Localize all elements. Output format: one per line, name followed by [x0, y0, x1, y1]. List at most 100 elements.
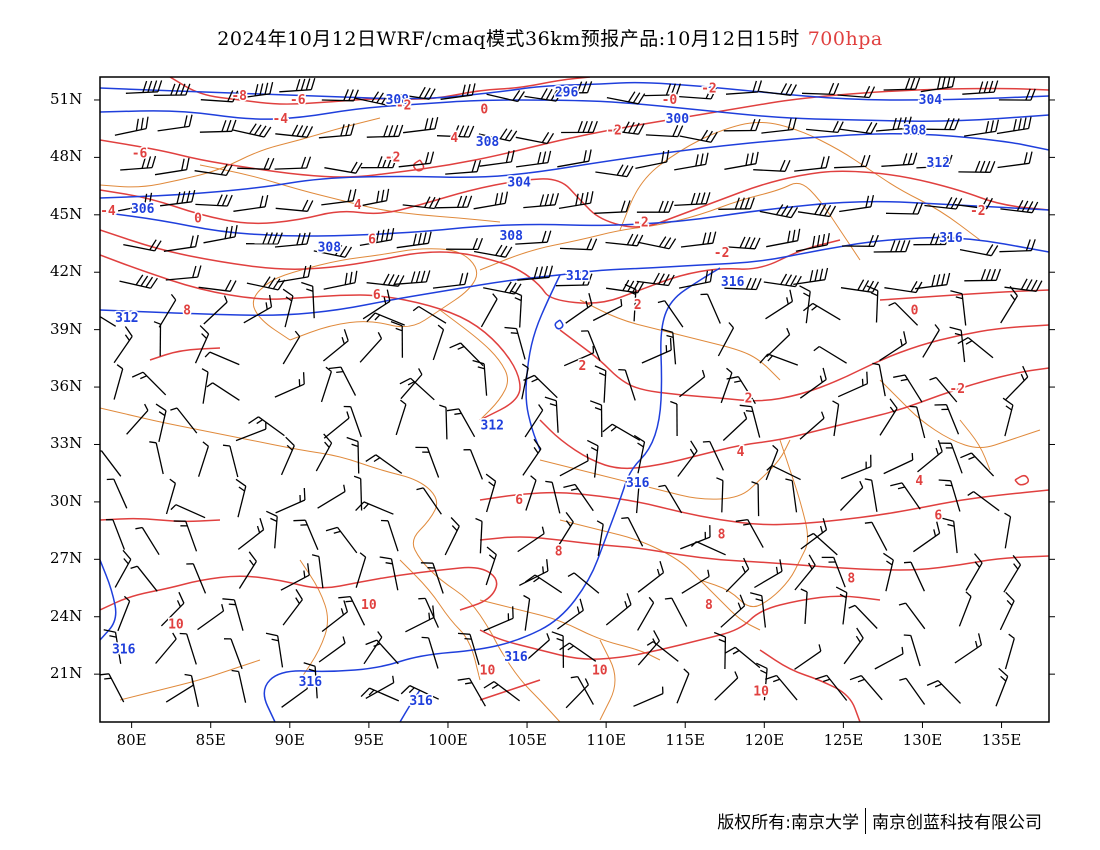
wind-barb-flag [192, 265, 197, 278]
wind-barb-flag [586, 453, 589, 461]
wind-barb-staff [233, 599, 244, 631]
wind-barb-flag [968, 456, 976, 460]
wind-barb-staff [521, 367, 529, 400]
wind-barb-staff [964, 279, 997, 282]
copyright-text: 版权所有:南京大学 [717, 813, 859, 833]
wind-barb-staff [759, 90, 791, 96]
wind-barb-flag [500, 245, 508, 257]
wind-barb-flag [941, 273, 946, 286]
wind-barb-flag [728, 322, 734, 329]
wind-barb-flag [646, 641, 654, 646]
wind-barb-flag [556, 637, 564, 642]
wind-barb-flag [945, 484, 953, 487]
wind-barb-flag [624, 283, 637, 290]
wind-barb-flag [862, 280, 870, 292]
wind-barb-flag [814, 269, 819, 282]
wind-barb-flag [716, 477, 724, 482]
wind-barb-flag [929, 233, 936, 245]
wind-barb-flag [238, 486, 245, 492]
wind-barb-staff [878, 364, 886, 397]
wind-barb-staff [157, 125, 190, 132]
wind-barb-flag [551, 631, 564, 637]
wind-barb-staff [724, 163, 757, 170]
wind-barb-flag [141, 156, 147, 169]
wind-barb-staff [593, 445, 599, 478]
wind-barb-flag [388, 125, 394, 137]
wind-barb-flag [668, 200, 674, 213]
wind-barb-flag [344, 272, 348, 285]
wind-barb-staff [517, 533, 545, 553]
wind-barb-staff [349, 596, 366, 626]
wind-barb-flag [541, 526, 545, 534]
wind-barb-staff [362, 300, 391, 320]
wind-barb-staff [937, 680, 961, 704]
wind-barb-flag [548, 265, 554, 278]
wind-barb-flag [140, 275, 149, 287]
wind-barb-staff [573, 572, 600, 594]
wind-barb-flag [780, 83, 788, 95]
wind-barb-flag [295, 597, 300, 604]
wind-barb-flag [544, 193, 550, 206]
wind-barb-flag [621, 165, 629, 177]
temperature-label: -2 [714, 246, 730, 261]
axis-ticks [94, 99, 1055, 728]
wind-barb-flag [663, 237, 672, 249]
wind-barb-flag [628, 290, 636, 295]
wind-barb-flag [147, 80, 153, 93]
wind-barb-flag [620, 200, 626, 213]
wind-barb-flag [826, 232, 830, 246]
wind-barb-staff [274, 167, 307, 170]
wind-barb-staff [141, 527, 160, 556]
wind-barb-flag [262, 276, 271, 288]
wind-barb-flag [866, 285, 879, 292]
wind-barb-flag [848, 604, 856, 609]
wind-barb-staff [557, 160, 589, 168]
wind-barb-flag [855, 635, 861, 643]
wind-barb-flag [596, 520, 604, 525]
wind-barb-staff [485, 481, 497, 513]
wind-barb-staff [398, 162, 431, 168]
wind-barb-staff [185, 520, 198, 552]
wind-barb-staff [359, 338, 382, 363]
wind-barb-staff [418, 305, 447, 324]
wind-barb-staff [563, 352, 594, 367]
wind-barb-flag [428, 612, 431, 620]
wind-barb-staff [799, 378, 827, 399]
wind-barb-flag [700, 153, 704, 166]
wind-barb-flag [345, 123, 350, 136]
wind-barb-flag [767, 355, 773, 362]
wind-barb-flag [705, 87, 712, 99]
wind-barb-flag [895, 240, 901, 252]
wind-barb-flag [340, 608, 345, 616]
wind-barb-staff [424, 598, 439, 628]
wind-barb-staff [114, 632, 122, 664]
wind-barb-staff [275, 207, 308, 212]
wind-barb-staff [473, 202, 506, 210]
wind-barb-flag [709, 269, 713, 282]
wind-barb-flag [825, 155, 830, 168]
wind-barb-flag [865, 195, 870, 208]
wind-barb-staff [493, 681, 520, 702]
wind-barb-flag [1013, 563, 1019, 570]
wind-barb-flag [789, 289, 794, 302]
wind-barb-flag [754, 237, 761, 250]
wind-barb-flag [790, 84, 797, 96]
wind-barb-flag [425, 270, 431, 283]
wind-barb-flag [541, 230, 547, 243]
wind-barb-staff [633, 693, 664, 707]
wind-barb-flag [550, 89, 558, 101]
wind-barb-flag [797, 228, 801, 241]
wind-barb-flag [398, 124, 404, 137]
wind-barb-staff [123, 243, 155, 252]
temperature-line [100, 87, 1049, 178]
wind-barb-flag [567, 572, 575, 577]
wind-barb-staff [795, 244, 828, 252]
wind-barb-staff [516, 161, 548, 168]
wind-barb-staff [910, 561, 925, 592]
wind-barb-flag [707, 232, 712, 244]
wind-barb-flag [263, 157, 270, 170]
wind-barb-staff [274, 243, 307, 248]
wind-barb-flag [392, 274, 400, 286]
wind-barb-staff [910, 635, 921, 667]
wind-barb-flag [837, 121, 844, 133]
